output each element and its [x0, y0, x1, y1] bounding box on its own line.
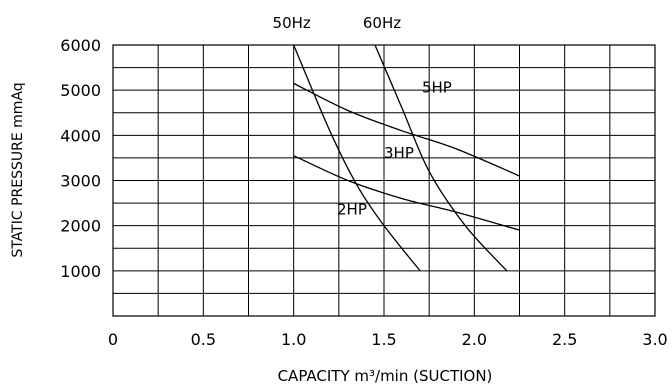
curve-label: 3HP [384, 144, 414, 162]
tick-labels: 0 0.5 1.0 1.5 2.0 2.5 3.0 1000 2000 3000 4000 5000 6… [60, 36, 667, 349]
curve-label: 5HP [422, 78, 452, 96]
x-tick-label: 2.0 [462, 330, 487, 349]
curve-3 [293, 82, 520, 177]
frequency-label: 60Hz [363, 14, 401, 32]
x-tick-label: 0 [108, 330, 118, 349]
y-axis-label: STATIC PRESSURE mmAq [10, 82, 26, 257]
x-tick-label: 1.0 [281, 330, 306, 349]
x-axis-label: CAPACITY m³/min (SUCTION) [278, 367, 493, 385]
x-tick-label: 1.5 [371, 330, 396, 349]
y-tick-label: 6000 [60, 36, 101, 55]
x-tick-label: 0.5 [191, 330, 216, 349]
frequency-label: 50Hz [273, 14, 311, 32]
series-layer [293, 44, 520, 272]
curve-label: 2HP [337, 200, 367, 218]
y-tick-label: 4000 [60, 126, 101, 145]
curve-4 [293, 155, 520, 231]
x-tick-label: 2.5 [552, 330, 577, 349]
y-tick-label: 2000 [60, 217, 101, 236]
grid [112, 44, 656, 317]
x-tick-label: 3.0 [642, 330, 667, 349]
plot-frame [112, 44, 656, 317]
curve-2 [374, 44, 508, 272]
y-tick-label: 5000 [60, 81, 101, 100]
y-tick-label: 1000 [60, 262, 101, 281]
y-tick-label: 3000 [60, 172, 101, 191]
annotations: 5HP 3HP 2HP 50Hz 60Hz [273, 14, 452, 218]
